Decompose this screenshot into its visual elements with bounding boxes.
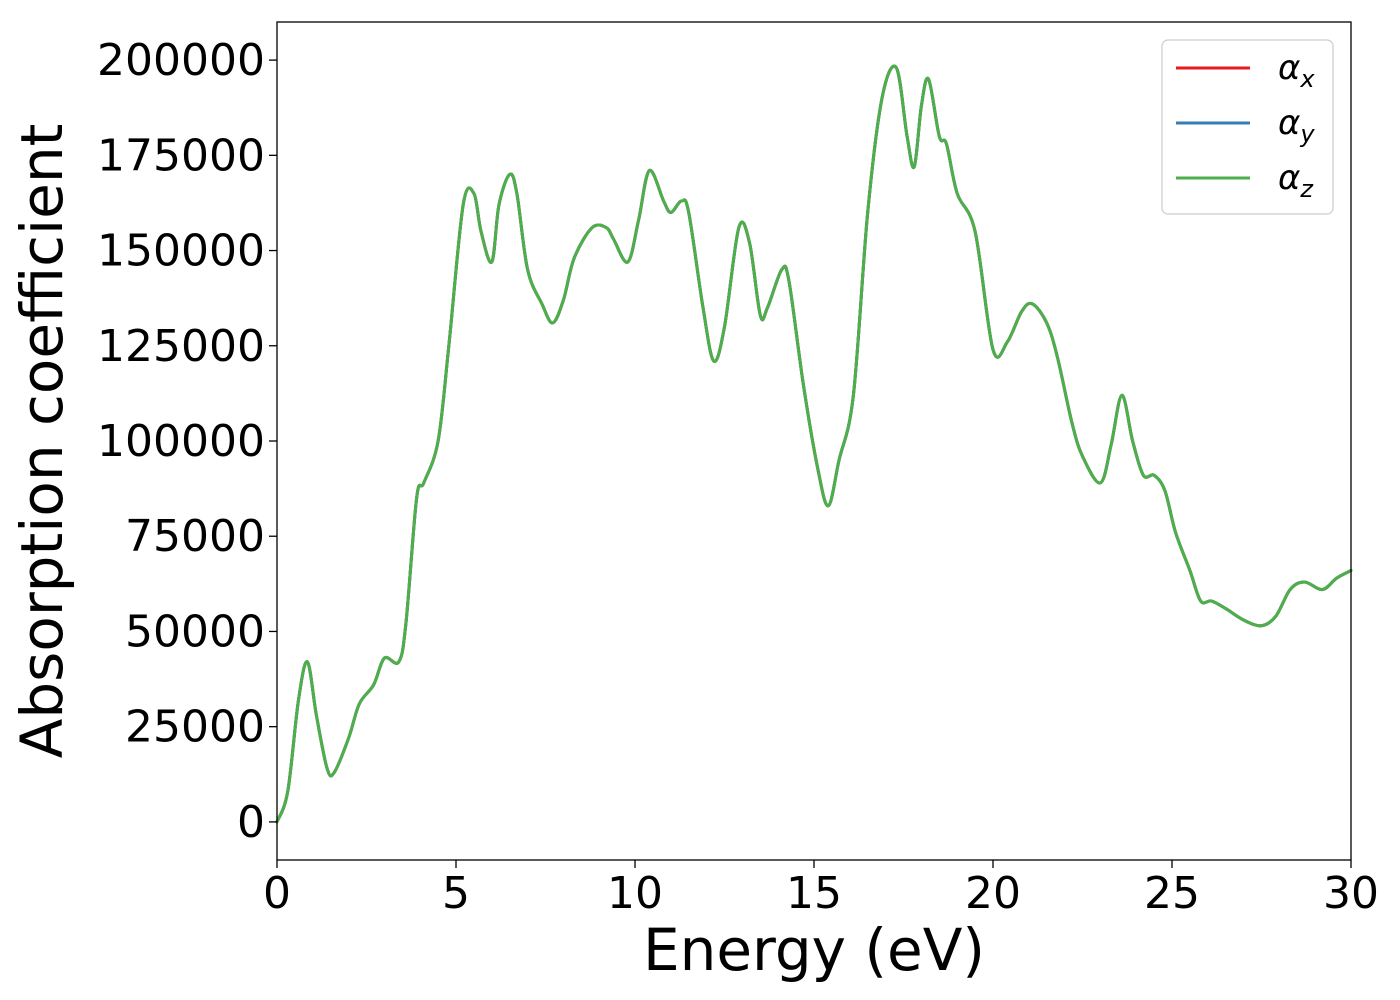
legend-box: [1161, 39, 1334, 215]
legend-label: αy: [1278, 103, 1315, 148]
x-tick-label: 30: [1323, 868, 1379, 919]
x-tick-label: 20: [965, 868, 1021, 919]
y-tick-label: 125000: [97, 321, 265, 372]
legend-label: αx: [1278, 48, 1315, 93]
x-tick-label: 5: [442, 868, 470, 919]
y-axis: 0 25000 50000 75000 100000 125000 150000 175000…: [97, 35, 277, 848]
series-line-αz: [275, 64, 1353, 824]
y-tick-label: 175000: [97, 130, 265, 181]
y-tick-label: 200000: [97, 35, 265, 86]
legend-label: αz: [1278, 158, 1314, 203]
y-tick-label: 100000: [97, 416, 265, 467]
y-tick-label: 75000: [125, 511, 265, 562]
x-tick-label: 25: [1144, 868, 1200, 919]
y-tick-label: 150000: [97, 226, 265, 277]
x-tick-label: 15: [786, 868, 842, 919]
legend: αx αy αz: [1161, 39, 1334, 215]
x-axis-label: Energy (eV): [643, 916, 985, 984]
y-axis-label: Absorption coefficient: [8, 124, 76, 759]
x-tick-label: 0: [263, 868, 291, 919]
y-tick-label: 50000: [125, 606, 265, 657]
x-axis: 0 5 10 15 20 25 30: [263, 860, 1379, 919]
x-tick-label: 10: [607, 868, 663, 919]
y-tick-label: 0: [237, 797, 265, 848]
y-tick-label: 25000: [125, 702, 265, 753]
series-layer: [275, 64, 1353, 824]
